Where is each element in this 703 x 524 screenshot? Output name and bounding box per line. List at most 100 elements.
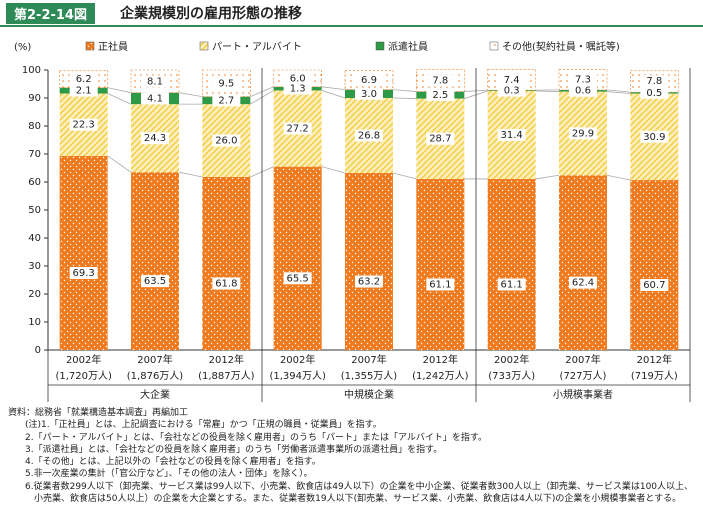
value-label-bg bbox=[212, 134, 241, 147]
bar-segment bbox=[630, 180, 679, 350]
value-label-bg bbox=[640, 86, 669, 99]
value-label-bg bbox=[283, 72, 312, 85]
value-label-bg bbox=[426, 278, 455, 291]
value-label: 29.9 bbox=[572, 128, 594, 139]
value-label: 2.7 bbox=[218, 95, 234, 106]
bar-segment bbox=[59, 155, 108, 350]
value-label: 69.3 bbox=[73, 268, 95, 279]
value-label: 22.3 bbox=[73, 120, 95, 131]
y-tick-label: 100 bbox=[22, 65, 41, 76]
legend-label: パート・アルバイト bbox=[212, 41, 302, 53]
value-label: 9.5 bbox=[218, 78, 234, 89]
connector bbox=[107, 155, 132, 173]
value-label: 26.0 bbox=[215, 136, 237, 147]
bar-segment bbox=[202, 176, 251, 350]
note: 2.「パート・アルバイト」とは、「会社などの役員を除く雇用者」のうち「パート」ま… bbox=[25, 432, 488, 443]
connector bbox=[107, 93, 132, 105]
y-tick-label: 40 bbox=[28, 233, 41, 244]
connector bbox=[178, 171, 203, 178]
x-tick-note: (1,887万人) bbox=[198, 370, 255, 382]
bar-segment bbox=[559, 175, 607, 350]
bar-segment bbox=[345, 173, 393, 350]
value-label: 65.5 bbox=[287, 273, 309, 284]
value-label: 62.4 bbox=[572, 278, 594, 289]
connector bbox=[321, 90, 346, 99]
x-tick-label: 2007年 bbox=[137, 353, 172, 366]
y-tick-label: 70 bbox=[28, 149, 41, 160]
value-label: 61.8 bbox=[215, 278, 237, 289]
value-label-bg bbox=[569, 73, 597, 86]
value-label: 31.4 bbox=[501, 130, 523, 141]
value-label: 60.7 bbox=[643, 280, 665, 291]
value-label: 6.0 bbox=[290, 73, 306, 84]
x-tick-label: 2012年 bbox=[209, 353, 244, 366]
value-label-bg bbox=[569, 276, 597, 289]
y-tick-label: 20 bbox=[28, 289, 41, 300]
connector bbox=[392, 172, 417, 180]
value-label-bg bbox=[640, 279, 669, 292]
x-tick-label: 2002年 bbox=[280, 353, 315, 366]
value-label: 7.3 bbox=[575, 75, 591, 86]
connector bbox=[321, 166, 346, 174]
value-label: 63.5 bbox=[144, 276, 166, 287]
value-label-bg bbox=[569, 127, 597, 140]
value-label: 1.3 bbox=[290, 84, 306, 95]
value-label-bg bbox=[283, 272, 312, 285]
note: 3.「派遣社員」とは、「会社などの役員を除く雇用者」のうち「労働者派遣事業所の派… bbox=[25, 444, 443, 455]
x-tick-label: 2012年 bbox=[423, 353, 458, 366]
note: 6.従業者数299人以下（卸売業、サービス業は99人以下、小売業、飲食店は49人… bbox=[25, 481, 694, 505]
x-tick-label: 2012年 bbox=[637, 353, 672, 366]
legend-swatch bbox=[199, 41, 209, 51]
connector bbox=[606, 91, 631, 94]
connector bbox=[178, 92, 203, 97]
legend-swatch bbox=[489, 41, 499, 51]
legend-label: 正社員 bbox=[98, 40, 128, 53]
value-label-bg bbox=[426, 132, 455, 145]
value-label: 30.9 bbox=[643, 132, 665, 143]
legend-swatch bbox=[375, 41, 385, 51]
value-label-bg bbox=[355, 275, 383, 288]
x-tick-label: 2007年 bbox=[351, 353, 386, 366]
connector bbox=[392, 89, 417, 92]
value-label: 0.5 bbox=[646, 88, 662, 99]
value-label: 2.1 bbox=[76, 86, 92, 97]
value-label-bg bbox=[497, 73, 526, 86]
value-label-bg bbox=[355, 73, 383, 86]
y-tick-label: 90 bbox=[28, 93, 41, 104]
chart: (%) 0 10 20 30 40 50 60 70 80 90 100 正社員 パート・アルバイト 派遣… bbox=[14, 40, 691, 402]
value-label: 4.1 bbox=[147, 93, 163, 104]
group-label: 大企業 bbox=[140, 388, 170, 401]
header-rule bbox=[0, 25, 703, 27]
bar-segment bbox=[487, 178, 536, 350]
value-label-bg bbox=[497, 84, 526, 97]
notes: 資料：総務省「就業構造基本調査」再編加工 (注)1.「正社員」とは、上記調査にお… bbox=[8, 407, 698, 505]
y-tick-label: 50 bbox=[28, 205, 41, 216]
value-label: 26.8 bbox=[358, 131, 380, 142]
connector bbox=[606, 89, 631, 93]
y-tick-label: 80 bbox=[28, 121, 41, 132]
value-label: 6.2 bbox=[76, 74, 92, 85]
y-tick-label: 60 bbox=[28, 177, 41, 188]
value-label: 8.1 bbox=[147, 76, 163, 87]
y-tick-label: 30 bbox=[28, 261, 41, 272]
x-tick-note: (733万人) bbox=[488, 370, 535, 382]
value-label-bg bbox=[69, 118, 98, 131]
note: 5.非一次産業の集計（「官公庁など」、「その他の法人・団体」を除く）。 bbox=[25, 469, 313, 480]
value-label-bg bbox=[497, 278, 526, 291]
y-tick-label: 0 bbox=[35, 345, 41, 356]
legend-swatch bbox=[85, 41, 95, 51]
legend-label: 派遣社員 bbox=[388, 40, 428, 53]
value-label: 61.1 bbox=[429, 279, 451, 290]
y-unit: (%) bbox=[14, 42, 31, 53]
connector bbox=[535, 90, 560, 92]
bar-segment bbox=[131, 172, 179, 350]
value-label: 2.5 bbox=[432, 90, 448, 101]
title: 企業規模別の雇用形態の推移 bbox=[120, 6, 302, 22]
x-tick-note: (719万人) bbox=[631, 370, 678, 382]
value-label-bg bbox=[426, 89, 455, 102]
value-label-bg bbox=[569, 84, 597, 97]
x-tick-label: 2002年 bbox=[494, 353, 529, 366]
value-label: 27.2 bbox=[287, 124, 309, 135]
group-label: 小規模事業者 bbox=[553, 388, 613, 401]
value-label-bg bbox=[212, 94, 241, 107]
